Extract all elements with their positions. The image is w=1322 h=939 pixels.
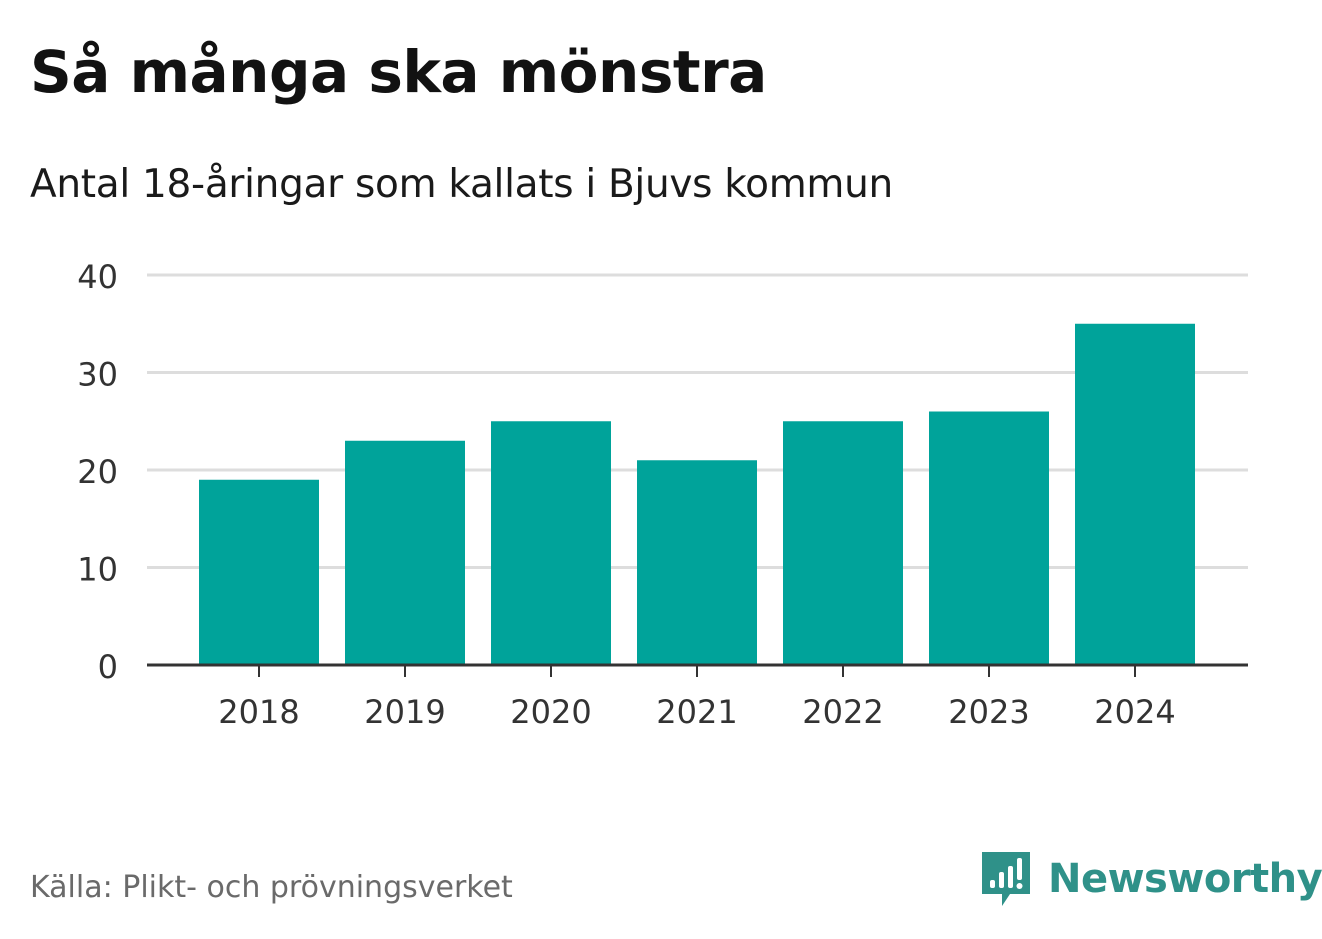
y-tick-label: 40 <box>77 258 118 296</box>
x-tick-label: 2023 <box>948 693 1029 731</box>
x-tick-label: 2018 <box>218 693 299 731</box>
bar-chart: 0 10 20 30 40 2018 2019 2020 2021 2022 2023 2024 <box>77 258 1248 731</box>
chart-subtitle: Antal 18-åringar som kallats i Bjuvs kom… <box>30 162 893 207</box>
y-tick-label: 10 <box>77 551 118 589</box>
chart-title: Så många ska mönstra <box>30 38 767 106</box>
source-note: Källa: Plikt- och prövningsverket <box>30 870 513 905</box>
bars <box>199 323 1195 665</box>
bar-2020 <box>491 421 611 665</box>
brand-name: Newsworthy <box>1048 856 1322 902</box>
x-tick-label: 2024 <box>1094 693 1175 731</box>
newsworthy-logo-icon <box>982 852 1030 906</box>
bar-2024 <box>1075 323 1195 665</box>
x-tick-label: 2022 <box>802 693 883 731</box>
y-tick-label: 0 <box>98 648 118 686</box>
y-tick-label: 30 <box>77 356 118 394</box>
bar-2023 <box>929 411 1049 665</box>
x-tick-label: 2019 <box>364 693 445 731</box>
bar-2021 <box>637 460 757 665</box>
bar-2019 <box>345 440 465 665</box>
bar-2018 <box>199 479 319 665</box>
axes: 0 10 20 30 40 2018 2019 2020 2021 2022 2023 2024 <box>77 258 1248 731</box>
x-tick-label: 2020 <box>510 693 591 731</box>
y-tick-label: 20 <box>77 453 118 491</box>
brand-logo: Newsworthy <box>980 848 1322 910</box>
x-tick-label: 2021 <box>656 693 737 731</box>
bar-2022 <box>783 421 903 665</box>
